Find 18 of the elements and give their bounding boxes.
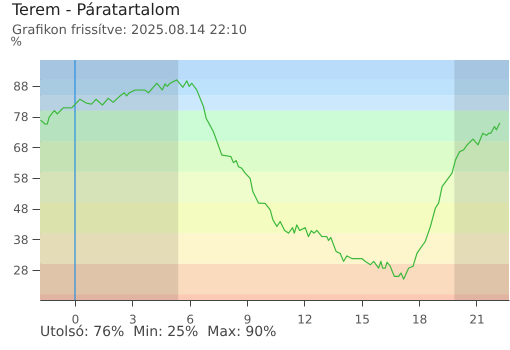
x-tick-label: 9 [244, 312, 252, 326]
x-tick-label: 0 [72, 312, 80, 326]
y-tick-label: 48 [13, 202, 28, 216]
y-tick-label: 58 [13, 172, 28, 186]
text: Utolsó: 76% Min: 25% Max: 90% [40, 324, 276, 340]
chart-title: Terem - Páratartalom [11, 0, 180, 19]
x-tick-label: 12 [297, 312, 313, 326]
line-series [40, 79, 500, 280]
x-tick-label: 3 [129, 312, 137, 326]
y-tick-label: 88 [13, 80, 28, 94]
y-tick-label: 28 [13, 263, 28, 278]
y-tick-label: 68 [13, 140, 28, 155]
x-tick-label: 6 [186, 312, 194, 326]
y-tick-label: 78 [13, 110, 28, 124]
x-tick-label: 15 [354, 312, 370, 326]
x-tick-label: 21 [469, 312, 485, 326]
x-tick-label: 18 [412, 312, 428, 326]
y-tick-label: 38 [13, 232, 28, 247]
